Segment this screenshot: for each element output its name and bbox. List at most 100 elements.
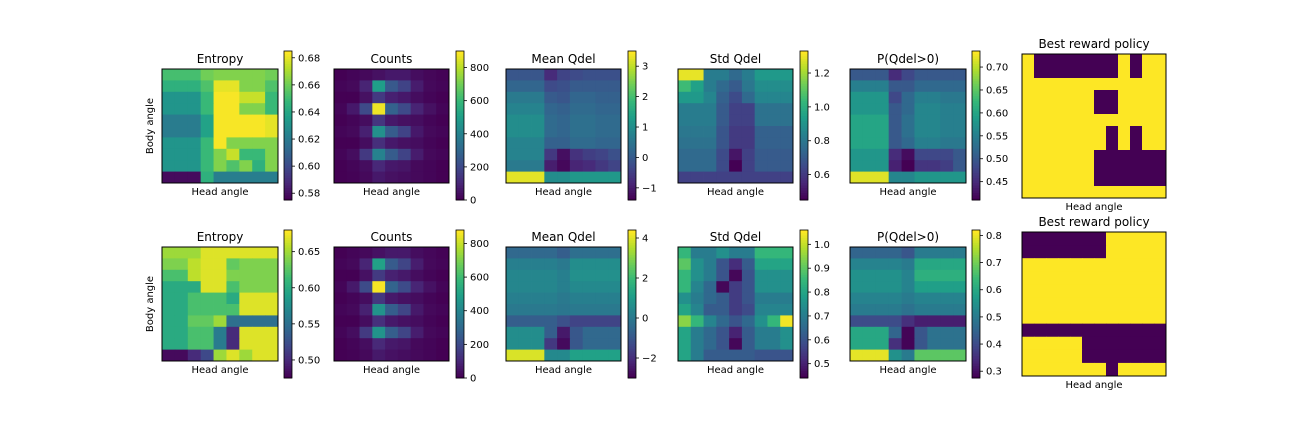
heatmap-cell [1106,362,1119,377]
colorbar-swatch [628,311,636,315]
colorbar-swatch [456,336,464,340]
heatmap-cell [410,171,424,184]
heatmap-cell [213,258,227,271]
heatmap-cell [1046,336,1059,351]
colorbar-swatch [800,73,808,77]
heatmap-cell [518,114,532,127]
colorbar-swatch [456,110,464,114]
heatmap-cell [544,103,558,115]
x-axis-label: Head angle [707,365,764,376]
heatmap-cell [385,114,399,127]
colorbar-swatch [800,180,808,184]
heatmap-cell [690,247,704,259]
colorbar-swatch [284,63,292,67]
colorbar-swatch [800,237,808,241]
heatmap-cell [953,126,967,138]
heatmap-cell [767,80,781,93]
heatmap-cell [780,315,794,328]
colorbar-swatch [284,257,292,261]
heatmap-cell [741,137,756,150]
colorbar-swatch [972,160,980,164]
heatmap-cell [754,281,768,293]
heatmap-cell [385,171,399,184]
colorbar-swatch [456,234,464,238]
colorbar-swatch [628,333,636,337]
heatmap-cell [1154,310,1167,325]
colorbar-swatch [456,230,464,233]
heatmap-cell [372,315,386,328]
heatmap-cell [716,269,730,282]
heatmap-cell [862,137,877,150]
colorbar-swatch [628,286,636,290]
colorbar-swatch [800,254,808,258]
colorbar-tick-label: 0 [470,196,476,207]
heatmap-cell [1094,232,1107,246]
heatmap-cell [265,91,279,104]
heatmap-cell [187,269,202,282]
colorbar-swatch [456,80,464,84]
colorbar-swatch [456,313,464,317]
heatmap-cell [716,80,730,93]
heatmap-cell [569,103,584,115]
colorbar-swatch [800,375,808,379]
heatmap-cell [1094,114,1107,127]
heatmap-cell [265,326,279,339]
colorbar-swatch [800,98,808,102]
heatmap-cell [888,338,902,350]
heatmap-cell [1022,66,1035,79]
heatmap-cell [544,258,558,271]
heatmap-cell [582,292,596,305]
colorbar-swatch [800,51,808,54]
heatmap-cell [888,80,902,93]
heatmap-cell [862,281,877,293]
colorbar-swatch [972,333,980,337]
colorbar-swatch [628,358,636,362]
colorbar-swatch [456,299,464,303]
colorbar-swatch [800,279,808,283]
heatmap-cell [608,292,622,305]
heatmap-cell [703,326,717,339]
heatmap-cell [436,349,450,362]
colorbar-swatch [800,281,808,285]
heatmap-cell [544,160,558,172]
heatmap-cell [1022,54,1035,67]
colorbar-swatch [456,328,464,332]
heatmap-cell [1046,174,1059,187]
heatmap-cell [252,269,266,282]
heatmap-cell [1046,162,1059,175]
heatmap-cell [410,326,424,339]
colorbar-swatch [972,358,980,362]
colorbar-swatch [284,328,292,332]
heatmap-cell [595,258,609,271]
heatmap-cell [754,114,768,127]
colorbar-tick-label: 1.2 [814,69,830,80]
colorbar-swatch [284,162,292,166]
colorbar-swatch [284,247,292,251]
heatmap-cell [940,326,954,339]
colorbar-swatch [456,132,464,136]
heatmap-cell [423,126,437,138]
heatmap-cell [703,160,717,172]
colorbar-swatch [284,373,292,377]
heatmap-cell [162,315,176,328]
x-axis-label: Head angle [1065,380,1122,391]
heatmap-cell [436,91,450,104]
heatmap-cell [850,148,864,161]
heatmap-cell [239,114,253,127]
colorbar-swatch [800,368,808,372]
colorbar-swatch [628,262,636,266]
colorbar-swatch [972,264,980,268]
colorbar-swatch [628,190,636,194]
colorbar-swatch [800,365,808,369]
heatmap-cell [850,304,864,316]
heatmap-cell [1142,78,1155,91]
heatmap-cell [518,292,532,305]
panel-title: P(Qdel>0) [877,52,939,66]
heatmap-cell [436,171,450,184]
heatmap-cell [703,292,717,305]
colorbar-swatch [800,55,808,59]
heatmap-cell [953,171,967,184]
heatmap-cell [595,69,609,81]
